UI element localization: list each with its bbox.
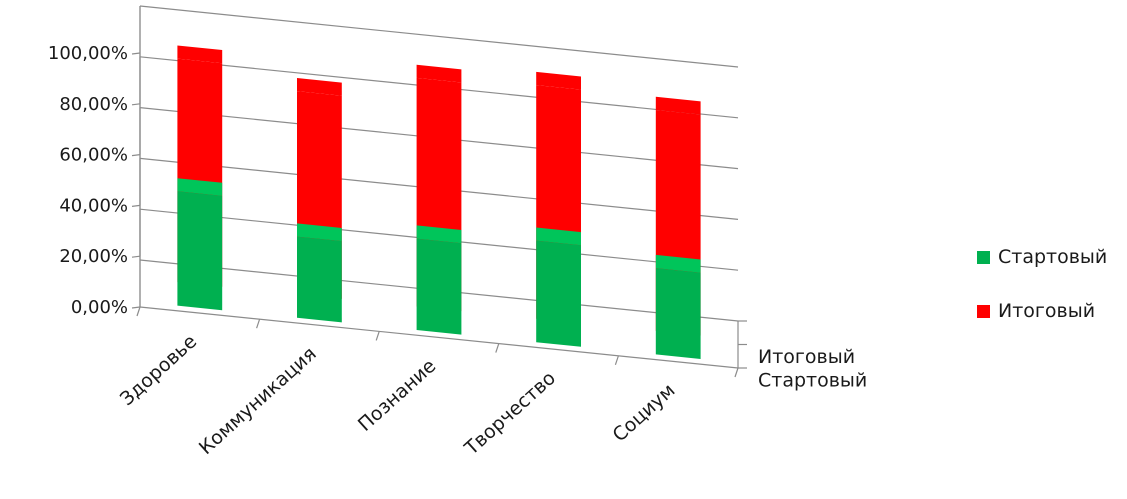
bar-top-face (416, 225, 462, 244)
x-tick (614, 355, 619, 365)
y-tick (131, 204, 141, 207)
bar-front-face (297, 236, 342, 323)
category-label: Коммуникация (195, 343, 321, 459)
y-tick-label: 20,00% (59, 246, 128, 267)
x-tick (495, 343, 500, 353)
y-tick (131, 255, 141, 258)
bar-start (177, 178, 223, 311)
bar-front-face (177, 191, 223, 311)
bar-top-face (655, 254, 701, 273)
y-tick-label: 60,00% (59, 145, 128, 166)
legend-label: Стартовый (998, 246, 1107, 268)
bar-top-face (177, 178, 223, 196)
bar-top-face (536, 71, 581, 90)
bar-start (655, 254, 701, 359)
x-tick (136, 306, 141, 317)
bar-top-face (297, 78, 342, 96)
bar-start (416, 225, 462, 335)
x-tick (734, 367, 739, 378)
bar-start (536, 227, 581, 347)
bar-top-face (536, 227, 581, 246)
depth-label: Стартовый (758, 369, 867, 391)
y-tick (131, 103, 141, 106)
depth-label: Итоговый (758, 346, 855, 368)
x-axis (139, 306, 739, 369)
legend-label: Итоговый (998, 300, 1095, 322)
x-tick (256, 319, 261, 329)
chart-bars (177, 45, 701, 359)
legend-swatch (977, 305, 990, 318)
category-label: Социум (609, 379, 680, 446)
bar-top-face (177, 45, 223, 64)
y-tick (131, 52, 141, 55)
y-tick (131, 154, 141, 157)
bar-top-face (297, 223, 342, 242)
y-tick-label: 0,00% (71, 297, 128, 318)
y-tick-label: 40,00% (59, 195, 128, 216)
bar-start (297, 223, 342, 323)
bar-front-face (655, 268, 701, 359)
y-tick (131, 306, 141, 309)
bar-top-face (655, 96, 701, 115)
category-label: Здоровье (116, 330, 201, 410)
x-tick (375, 331, 380, 341)
bar-top-face (416, 64, 462, 83)
gridline (139, 5, 739, 68)
legend-swatch (977, 251, 990, 264)
category-label: Творчество (460, 367, 560, 460)
legend: Стартовый Итоговый (977, 246, 1107, 322)
y-tick-label: 80,00% (59, 94, 128, 115)
bar-front-face (416, 238, 462, 335)
bar-front-face (536, 240, 581, 347)
y-tick-label: 100,00% (48, 43, 128, 64)
category-label: Познание (354, 355, 440, 436)
